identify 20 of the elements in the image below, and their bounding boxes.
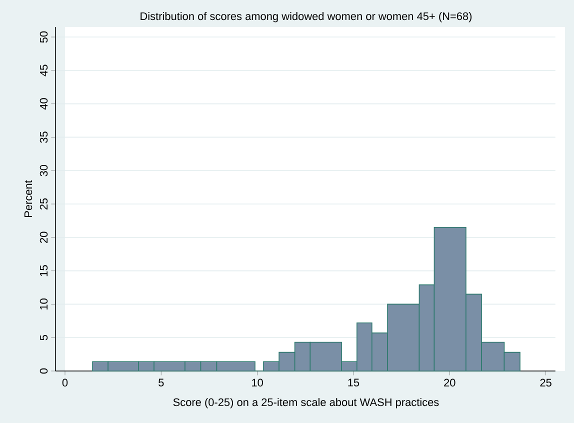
y-tick-label: 5 xyxy=(40,335,48,340)
y-tick-label: 30 xyxy=(40,164,48,176)
y-tick-label: 0 xyxy=(40,368,48,374)
y-tick-label: 45 xyxy=(40,64,48,76)
x-tick-label: 20 xyxy=(444,378,456,387)
x-tick-label: 5 xyxy=(158,378,164,386)
x-tick-label: 0 xyxy=(62,378,68,387)
y-tick-label: 15 xyxy=(40,265,48,276)
x-tick-label: 15 xyxy=(348,378,360,386)
x-tick-label: 25 xyxy=(540,378,552,387)
y-tick-label: 20 xyxy=(40,232,48,243)
chart-title: Distribution of scores among widowed women or women 45+ (N=68) xyxy=(140,12,472,22)
y-tick-label: 50 xyxy=(40,31,48,43)
x-tick-label: 10 xyxy=(252,378,263,387)
y-tick-label: 10 xyxy=(40,298,48,310)
y-tick-label: 40 xyxy=(40,98,48,110)
y-axis-title: Percent xyxy=(24,180,32,217)
y-tick-label: 35 xyxy=(40,132,48,143)
y-tick-label: 25 xyxy=(40,198,48,210)
x-axis-title: Score (0-25) on a 25-item scale about WASH practices xyxy=(173,398,439,408)
